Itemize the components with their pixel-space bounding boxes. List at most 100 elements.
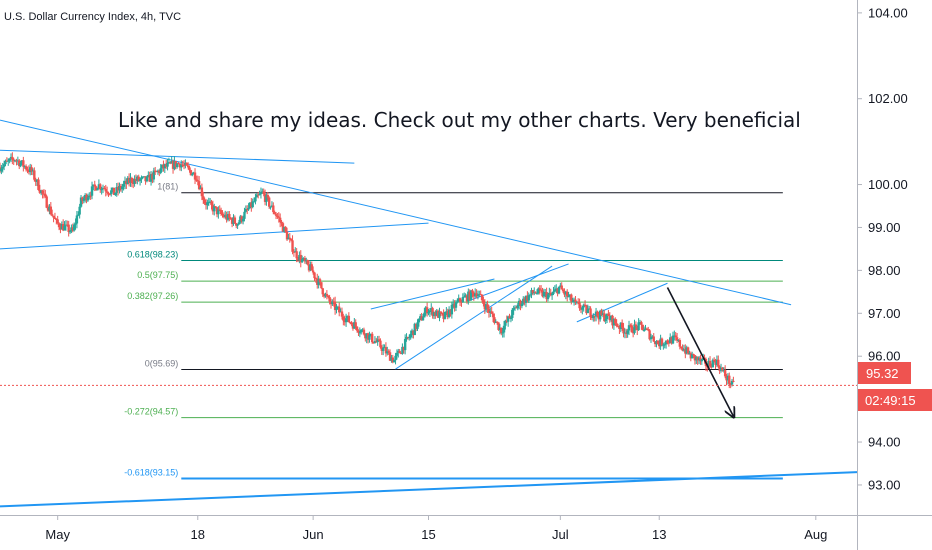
last-price-label: 95.32 (866, 366, 899, 381)
candle-body (710, 366, 713, 368)
candle-body (111, 187, 114, 191)
candle-body (208, 201, 212, 203)
idea-annotation[interactable]: Like and share my ideas. Check out my ot… (118, 108, 801, 132)
upper-descending-trendline[interactable] (0, 119, 792, 306)
wedge-upper-line[interactable] (370, 278, 495, 310)
candle-body (333, 301, 337, 311)
price-tick-label: 94.00 (868, 435, 901, 450)
price-axis[interactable]: 104.00 102.00 100.00 99.00 98.00 97.00 96.00 94… (857, 5, 908, 492)
candle-body (410, 330, 414, 334)
long-rising-support-line[interactable] (0, 471, 858, 508)
candle-body (442, 313, 445, 319)
candle-body (281, 223, 285, 232)
candle-body (483, 303, 487, 310)
forecast-arrow[interactable] (666, 287, 733, 417)
candle-body (457, 298, 460, 302)
candle-body (557, 286, 561, 294)
price-tick-label: 104.00 (868, 5, 908, 20)
candle-body (589, 308, 592, 317)
candle-body (351, 324, 355, 329)
candle-body (184, 163, 187, 166)
candle-body (140, 177, 143, 180)
candle-body (37, 179, 40, 190)
candlestick-series[interactable] (0, 152, 735, 389)
candle-body (38, 189, 42, 193)
candle-body (728, 375, 731, 384)
fib-level-label: 0.5(97.75) (137, 270, 178, 280)
candle-body (56, 219, 59, 224)
candle-body (160, 164, 164, 169)
candle-body (75, 215, 79, 224)
candle-body (436, 310, 440, 318)
candle-body (83, 194, 87, 199)
plot-area[interactable]: 1(81) 0.618(98.23) 0.5(97.75) 0.382(97.26) 0… (0, 119, 858, 508)
candle-body (581, 307, 584, 310)
candle-body (689, 353, 693, 359)
candle-body (202, 196, 205, 200)
price-tick-label: 99.00 (868, 220, 901, 235)
countdown-label: 02:49:15 (865, 393, 916, 408)
candle-body (402, 346, 405, 351)
candle-body (390, 357, 393, 361)
candle-body (303, 258, 307, 262)
candle-body (482, 300, 485, 304)
candle-body (81, 197, 84, 201)
candle-body (405, 336, 408, 339)
time-tick-label: Jul (552, 527, 569, 542)
candle-body (353, 322, 356, 329)
candle-body (460, 301, 463, 303)
candle-body (122, 184, 125, 187)
candle-body (609, 315, 613, 321)
candle-body (693, 355, 697, 361)
candle-body (163, 164, 167, 169)
candle-body (453, 303, 456, 308)
candle-body (210, 201, 213, 206)
candle-body (49, 206, 53, 215)
candle-body (615, 323, 618, 326)
candle-body (251, 201, 254, 208)
candle-body (327, 295, 330, 297)
candle-body (151, 174, 154, 180)
trendlines[interactable] (0, 119, 858, 508)
candle-body (626, 330, 629, 334)
candle-body (604, 319, 607, 321)
wedge-lower-line[interactable] (395, 265, 553, 370)
candle-body (567, 296, 570, 298)
candle-body (188, 167, 191, 171)
lower-rising-trendline[interactable] (0, 222, 429, 250)
candle-body (674, 335, 677, 338)
candle-body (283, 227, 286, 232)
candle-body (316, 278, 319, 285)
candle-body (222, 214, 226, 218)
candle-body (545, 291, 548, 300)
candle-body (192, 172, 195, 175)
candle-body (630, 325, 633, 333)
candle-body (241, 218, 245, 222)
candle-body (46, 207, 50, 211)
candle-body (553, 289, 557, 292)
candle-body (171, 160, 175, 169)
candle-body (16, 160, 20, 162)
candle-body (516, 304, 519, 309)
candle-body (449, 309, 452, 315)
candle-body (408, 337, 411, 339)
candle-body (230, 218, 234, 224)
candle-body (461, 297, 465, 303)
time-axis[interactable]: May 18 Jun 15 Jul 13 Aug (45, 515, 827, 542)
candle-body (587, 308, 591, 310)
candle-body (597, 315, 601, 320)
candle-body (266, 195, 270, 198)
upper-horizontal-trendline[interactable] (0, 149, 355, 164)
candle-body (605, 313, 609, 320)
forecast-arrow-layer[interactable] (666, 287, 733, 417)
candle-body (513, 307, 517, 309)
candle-body (232, 217, 235, 224)
candle-body (291, 240, 294, 252)
candle-body (582, 304, 585, 308)
candle-body (235, 223, 238, 226)
candle-body (123, 180, 127, 185)
candle-body (136, 176, 139, 181)
rising-channel-line[interactable] (469, 263, 569, 301)
candle-body (267, 197, 271, 207)
